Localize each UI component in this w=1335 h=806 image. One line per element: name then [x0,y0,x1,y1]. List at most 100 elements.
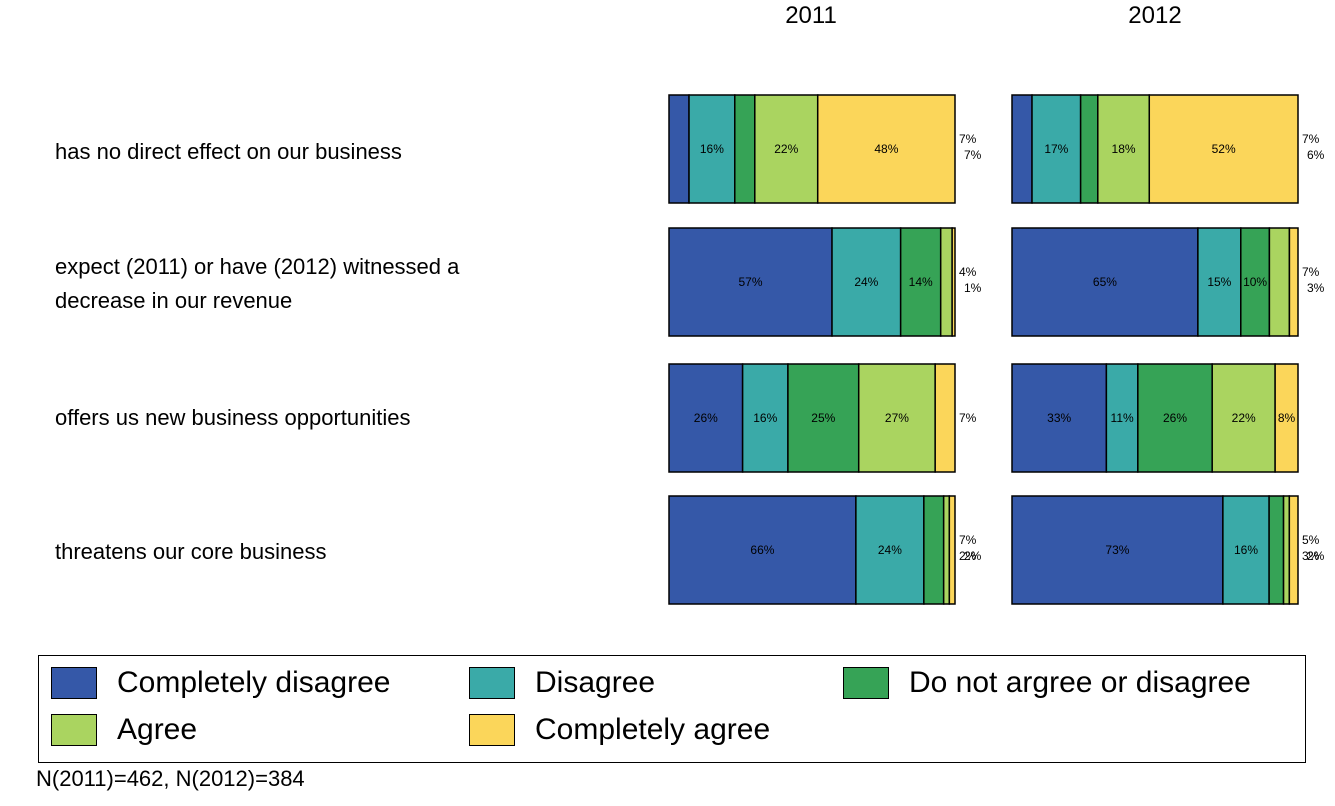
bar-segment-2012-row4-agree [1282,495,1291,605]
bar-segment-2011-row3-completely-agree [934,363,956,473]
bar-segment-2011-row1-completely-agree [816,94,956,204]
bar-segment-2012-row1-completely-agree [1148,94,1299,204]
bar-segment-2012-row3-agree [1211,363,1276,473]
data-label: 73% [1105,543,1129,557]
data-label: 15% [1207,275,1231,289]
data-label: 17% [1044,142,1068,156]
data-label: 26% [694,411,718,425]
legend-label-completely-disagree: Completely disagree [117,666,391,699]
bar-segment-2012-row2-completely-disagree [1011,227,1199,337]
category-label-4: threatens our core business [55,535,327,569]
category-label-3-line-1: offers us new business opportunities [55,405,411,430]
legend-label-neutral: Do not argree or disagree [909,666,1251,699]
data-label-outside: 7% [1302,132,1320,146]
data-label: 24% [854,275,878,289]
bar-segment-2012-row2-agree [1268,227,1291,337]
bar-segment-2011-row4-completely-agree [948,495,956,605]
data-label: 16% [753,411,777,425]
data-label: 8% [1278,411,1296,425]
bar-segment-2011-row1-completely-disagree [668,94,690,204]
bar-segment-2011-row3-agree [857,363,936,473]
data-label: 16% [1234,543,1258,557]
category-label-1: has no direct effect on our business [55,135,402,169]
data-label-outside: 4% [959,265,977,279]
legend-item-agree: Agree [51,713,197,747]
data-label: 66% [750,543,774,557]
panel-title-2011: 2011 [785,2,837,29]
bar-segment-2012-row2-completely-agree [1288,227,1299,337]
data-label: 22% [1232,411,1256,425]
data-label-outside: 2% [964,549,982,563]
data-label-outside: 3% [1302,549,1320,563]
data-label-outside: 2% [1307,549,1325,563]
bar-segment-2012-row4-completely-disagree [1011,495,1224,605]
bar-segment-2012-row1-disagree [1031,94,1082,204]
data-label: 10% [1243,275,1267,289]
category-label-4-line-1: threatens our core business [55,539,327,564]
sample-size-note: N(2011)=462, N(2012)=384 [36,766,305,791]
data-label: 57% [738,275,762,289]
data-label: 14% [909,275,933,289]
bar-segment-2011-row2-agree [939,227,953,337]
data-label: 65% [1093,275,1117,289]
data-label: 48% [874,142,898,156]
legend-label-completely-agree: Completely agree [535,713,771,746]
bar-segment-2012-row1-completely-disagree [1011,94,1033,204]
bar-segment-2012-row1-agree [1097,94,1151,204]
data-label-outside: 2% [959,549,977,563]
data-label-outside: 7% [964,148,982,162]
legend-swatch-disagree [469,667,515,699]
bar-segment-2011-row3-disagree [741,363,789,473]
legend: Completely disagree Disagree Do not argr… [38,655,1306,763]
legend-item-disagree: Disagree [469,666,655,700]
data-label: 18% [1112,142,1136,156]
bar-segment-2012-row1-do-not-argree-or-disagree [1079,94,1099,204]
bar-segment-2012-row4-completely-agree [1288,495,1299,605]
category-label-2-line-2: decrease in our revenue [55,288,293,313]
bar-segment-2011-row2-disagree [831,227,902,337]
bar-segment-2011-row2-completely-disagree [668,227,833,337]
bar-segment-2011-row2-do-not-argree-or-disagree [899,227,942,337]
category-label-3: offers us new business opportunities [55,401,410,435]
legend-swatch-agree [51,714,97,746]
data-label: 16% [700,142,724,156]
legend-swatch-neutral [843,667,889,699]
legend-swatch-completely-disagree [51,667,97,699]
data-label-outside: 5% [1302,533,1320,547]
data-label: 26% [1163,411,1187,425]
bar-segment-2011-row4-disagree [855,495,925,605]
category-label-2-line-1: expect (2011) or have (2012) witnessed a [55,254,460,279]
bar-segment-2011-row1-do-not-argree-or-disagree [734,94,756,204]
data-label: 24% [878,543,902,557]
bar-segment-2012-row3-completely-agree [1274,363,1299,473]
legend-item-completely-disagree: Completely disagree [51,666,390,700]
category-label-1-line-1: has no direct effect on our business [55,139,402,164]
stacked-bar-chart: 16% 22% 48% 7% 7% 57% 24% 14% 4% 1% 26% 16% 25% 27% 7%… [668,94,1325,605]
category-label-2: expect (2011) or have (2012) witnessed a… [55,250,459,318]
legend-item-neutral: Do not argree or disagree [843,666,1251,700]
panel-title-2012: 2012 [1128,2,1182,29]
legend-label-disagree: Disagree [535,666,656,699]
data-label: 22% [774,142,798,156]
bar-segment-2011-row2-completely-agree [951,227,956,337]
bar-segment-2011-row4-do-not-argree-or-disagree [923,495,945,605]
data-label-outside: 1% [964,281,982,295]
data-label: 11% [1111,411,1134,425]
bar-segment-2012-row4-do-not-argree-or-disagree [1268,495,1285,605]
data-label: 33% [1047,411,1071,425]
data-label-outside: 7% [1302,265,1320,279]
data-label-outside: 7% [959,132,977,146]
data-label-outside: 7% [959,411,977,425]
data-label-outside: 7% [959,533,977,547]
bar-segment-2012-row2-do-not-argree-or-disagree [1240,227,1271,337]
bar-segment-2011-row4-completely-disagree [668,495,857,605]
bar-segment-2011-row3-do-not-argree-or-disagree [787,363,860,473]
bar-segment-2012-row3-completely-disagree [1011,363,1108,473]
legend-item-completely-agree: Completely agree [469,713,770,747]
data-label: 27% [885,411,909,425]
legend-swatch-completely-agree [469,714,515,746]
data-label-outside: 3% [1307,281,1325,295]
bar-segment-2012-row4-disagree [1222,495,1270,605]
legend-label-agree: Agree [117,713,198,746]
data-label-outside: 6% [1307,148,1325,162]
